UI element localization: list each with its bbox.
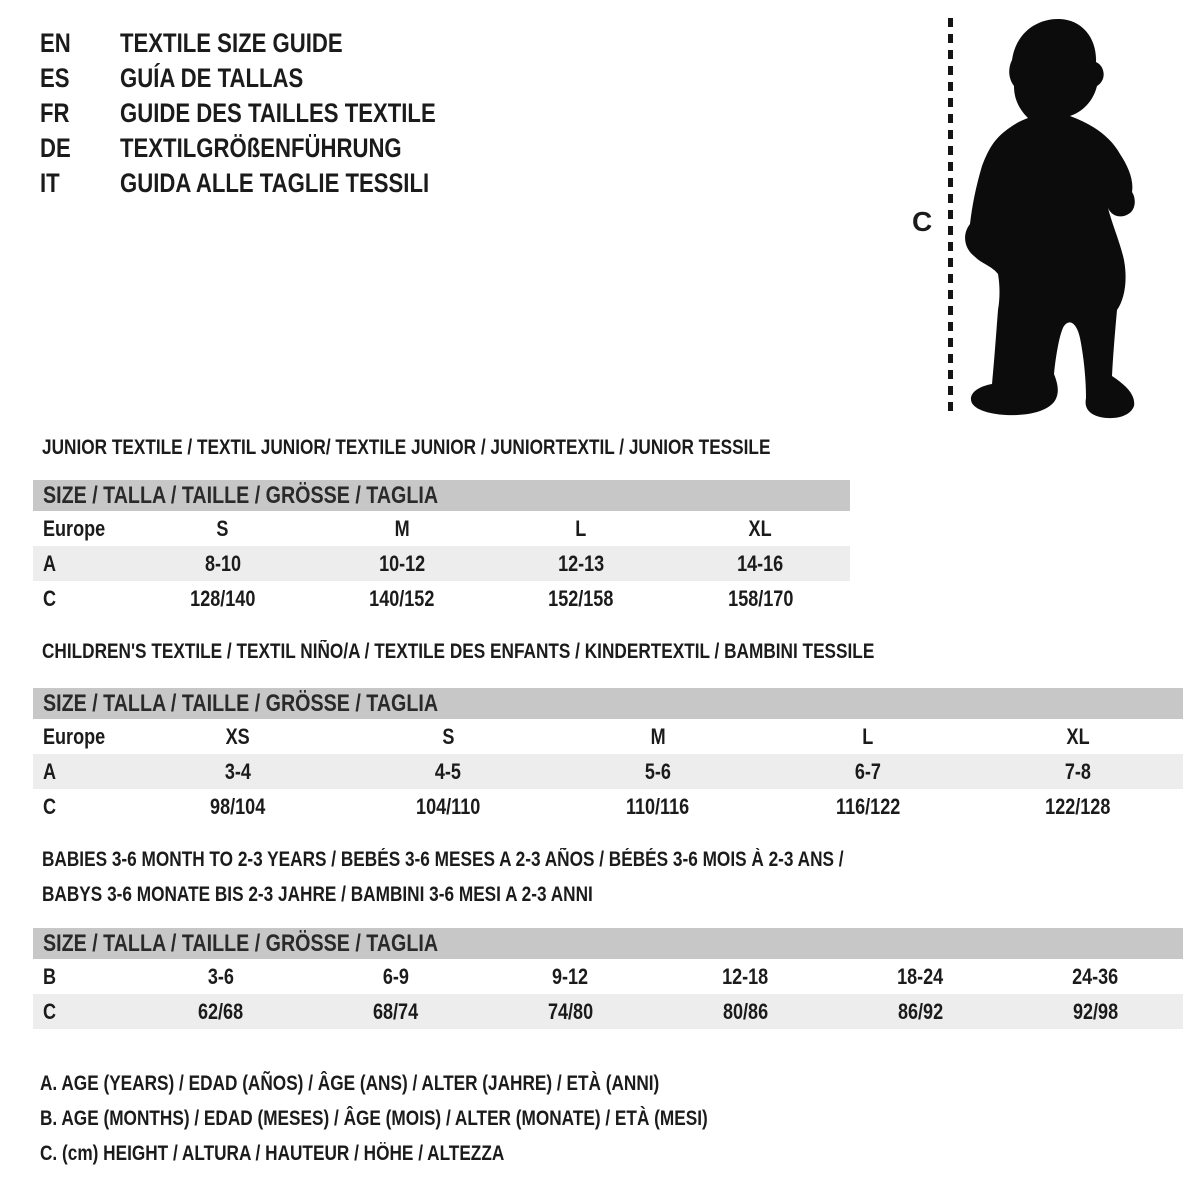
children-table-title: CHILDREN'S TEXTILE / TEXTIL NIÑO/A / TEX… xyxy=(42,640,875,663)
table-cell: 128/140 xyxy=(190,586,256,611)
table-cell: M xyxy=(394,516,410,541)
babies-table-title: BABIES 3-6 MONTH TO 2-3 YEARS / BEBÉS 3-… xyxy=(42,848,844,871)
table-row: C 128/140 140/152 152/158 158/170 xyxy=(33,581,850,616)
size-header-bar: SIZE / TALLA / TAILLE / GRÖSSE / TAGLIA xyxy=(33,688,1183,719)
table-cell: 122/128 xyxy=(1045,794,1111,819)
table-row: Europe XS S M L XL xyxy=(33,719,1183,754)
lang-row-fr: FR GUIDE DES TAILLES TEXTILE xyxy=(40,96,505,131)
table-cell: S xyxy=(441,724,455,749)
height-label-c: C xyxy=(912,206,933,237)
table-cell: 12-18 xyxy=(722,964,769,989)
table-cell: 24-36 xyxy=(1072,964,1119,989)
junior-table-title: JUNIOR TEXTILE / TEXTIL JUNIOR/ TEXTILE … xyxy=(42,436,771,459)
size-header-bar: SIZE / TALLA / TAILLE / GRÖSSE / TAGLIA xyxy=(33,928,1183,959)
lang-code: ES xyxy=(40,63,70,93)
children-textile-table: CHILDREN'S TEXTILE / TEXTIL NIÑO/A / TEX… xyxy=(33,640,1183,819)
table-cell: XL xyxy=(748,516,772,541)
language-title-block: EN TEXTILE SIZE GUIDE ES GUÍA DE TALLAS FR… xyxy=(40,26,505,201)
table-cell: 6-9 xyxy=(382,964,409,989)
junior-textile-table: JUNIOR TEXTILE / TEXTIL JUNIOR/ TEXTILE … xyxy=(33,436,850,611)
table-cell: 152/158 xyxy=(548,586,614,611)
lang-row-en: EN TEXTILE SIZE GUIDE xyxy=(40,26,505,61)
table-cell: 98/104 xyxy=(210,794,266,819)
table-cell: 14-16 xyxy=(737,551,784,576)
table-cell: 74/80 xyxy=(547,999,594,1024)
table-cell: L xyxy=(862,724,874,749)
size-header-text: SIZE / TALLA / TAILLE / GRÖSSE / TAGLIA xyxy=(43,930,439,957)
table-row: Europe S M L XL xyxy=(33,511,850,546)
table-cell: 9-12 xyxy=(552,964,589,989)
table-cell: 6-7 xyxy=(854,759,882,784)
table-cell: 110/116 xyxy=(626,794,690,819)
table-cell: XL xyxy=(1066,724,1090,749)
legend-notes: A. AGE (YEARS) / EDAD (AÑOS) / ÂGE (ANS)… xyxy=(40,1066,854,1171)
lang-row-de: DE TEXTILGRÖßENFÜHRUNG xyxy=(40,131,505,166)
table-cell: 3-6 xyxy=(207,964,234,989)
row-label: C xyxy=(43,586,57,611)
table-row: C 98/104 104/110 110/116 116/122 122/128 xyxy=(33,789,1183,824)
table-row: B 3-6 6-9 9-12 12-18 18-24 24-36 xyxy=(33,959,1183,994)
height-measure-dashed-line xyxy=(948,18,953,418)
babies-table-rows: B 3-6 6-9 9-12 12-18 18-24 24-36 C 62/68 68/74 74/… xyxy=(33,959,1183,1029)
row-label: B xyxy=(43,964,57,989)
lang-row-it: IT GUIDA ALLE TAGLIE TESSILI xyxy=(40,166,505,201)
table-cell: S xyxy=(216,516,229,541)
guide-title-es: GUÍA DE TALLAS xyxy=(120,63,304,93)
table-cell: M xyxy=(650,724,666,749)
table-cell: 104/110 xyxy=(415,794,481,819)
table-cell: XS xyxy=(225,724,251,749)
table-cell: 92/98 xyxy=(1072,999,1119,1024)
table-cell: L xyxy=(575,516,587,541)
table-cell: 8-10 xyxy=(204,551,241,576)
junior-table-rows: Europe S M L XL A 8-10 10-12 12-13 14-16 C 128/140 1… xyxy=(33,511,850,616)
toddler-silhouette-image xyxy=(965,18,1135,419)
note-age-months: B. AGE (MONTHS) / EDAD (MESES) / ÂGE (MO… xyxy=(40,1107,708,1130)
babies-textile-table: BABIES 3-6 MONTH TO 2-3 YEARS / BEBÉS 3-… xyxy=(33,848,1183,1029)
guide-title-de: TEXTILGRÖßENFÜHRUNG xyxy=(120,133,402,163)
table-row: A 3-4 4-5 5-6 6-7 7-8 xyxy=(33,754,1183,789)
row-label: Europe xyxy=(43,516,106,541)
table-row: C 62/68 68/74 74/80 80/86 86/92 92/98 xyxy=(33,994,1183,1029)
guide-title-en: TEXTILE SIZE GUIDE xyxy=(120,28,343,58)
table-cell: 4-5 xyxy=(434,759,462,784)
table-cell: 68/74 xyxy=(372,999,419,1024)
table-cell: 80/86 xyxy=(722,999,769,1024)
children-table-rows: Europe XS S M L XL A 3-4 4-5 5-6 6-7 7-8 C 98/104 104/… xyxy=(33,719,1183,824)
table-cell: 3-4 xyxy=(224,759,252,784)
table-cell: 10-12 xyxy=(378,551,425,576)
lang-code: IT xyxy=(40,168,60,198)
table-cell: 140/152 xyxy=(369,586,435,611)
babies-table-title-line2: BABYS 3-6 MONATE BIS 2-3 JAHRE / BAMBINI… xyxy=(42,883,593,906)
size-header-text: SIZE / TALLA / TAILLE / GRÖSSE / TAGLIA xyxy=(43,690,439,717)
guide-title-fr: GUIDE DES TAILLES TEXTILE xyxy=(120,98,436,128)
row-label: Europe xyxy=(43,724,106,749)
lang-code: DE xyxy=(40,133,71,163)
table-cell: 5-6 xyxy=(644,759,672,784)
table-cell: 18-24 xyxy=(897,964,944,989)
table-cell: 158/170 xyxy=(727,586,793,611)
table-cell: 62/68 xyxy=(197,999,244,1024)
guide-title-it: GUIDA ALLE TAGLIE TESSILI xyxy=(120,168,430,198)
lang-code: FR xyxy=(40,98,70,128)
lang-row-es: ES GUÍA DE TALLAS xyxy=(40,61,505,96)
table-row: A 8-10 10-12 12-13 14-16 xyxy=(33,546,850,581)
row-label: A xyxy=(43,759,57,784)
note-height-cm: C. (cm) HEIGHT / ALTURA / HAUTEUR / HÖHE… xyxy=(40,1142,505,1165)
row-label: A xyxy=(43,551,57,576)
note-age-years: A. AGE (YEARS) / EDAD (AÑOS) / ÂGE (ANS)… xyxy=(40,1072,660,1095)
table-cell: 7-8 xyxy=(1064,759,1092,784)
table-cell: 86/92 xyxy=(897,999,944,1024)
row-label: C xyxy=(43,794,57,819)
size-header-bar: SIZE / TALLA / TAILLE / GRÖSSE / TAGLIA xyxy=(33,480,850,511)
lang-code: EN xyxy=(40,28,71,58)
table-cell: 116/122 xyxy=(835,794,901,819)
table-cell: 12-13 xyxy=(558,551,605,576)
size-header-text: SIZE / TALLA / TAILLE / GRÖSSE / TAGLIA xyxy=(43,482,439,509)
row-label: C xyxy=(43,999,57,1024)
